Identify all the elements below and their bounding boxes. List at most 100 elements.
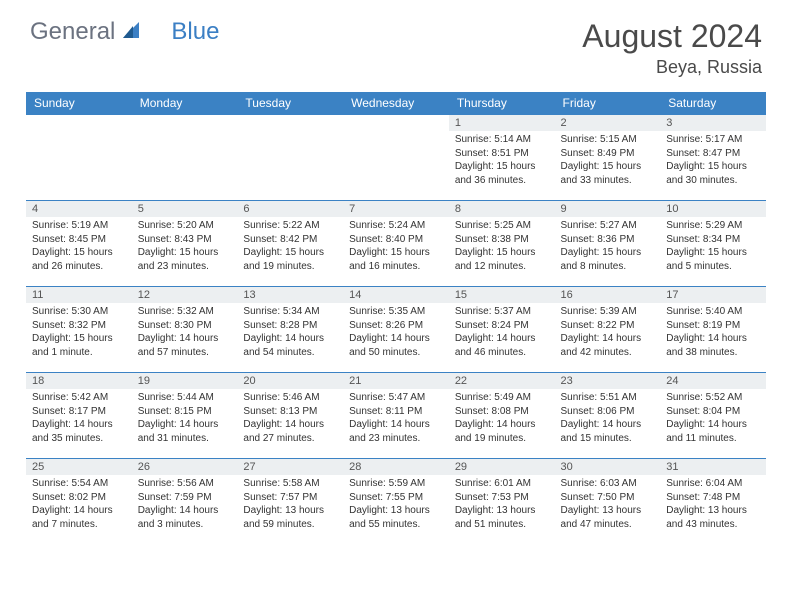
sunset-text: Sunset: 8:49 PM (561, 147, 655, 161)
day-number: 22 (449, 373, 555, 389)
day-number: 9 (555, 201, 661, 217)
sunrise-text: Sunrise: 5:19 AM (32, 219, 126, 233)
daylight-text: Daylight: 14 hours and 31 minutes. (138, 418, 232, 445)
calendar-cell: 18Sunrise: 5:42 AMSunset: 8:17 PMDayligh… (26, 373, 132, 459)
daylight-text: Daylight: 15 hours and 16 minutes. (349, 246, 443, 273)
day-number: 5 (132, 201, 238, 217)
day-data: Sunrise: 5:40 AMSunset: 8:19 PMDaylight:… (660, 303, 766, 363)
sunrise-text: Sunrise: 5:15 AM (561, 133, 655, 147)
calendar-cell: 28Sunrise: 5:59 AMSunset: 7:55 PMDayligh… (343, 459, 449, 545)
day-number: 14 (343, 287, 449, 303)
day-header: Monday (132, 92, 238, 115)
day-number: 19 (132, 373, 238, 389)
day-header: Wednesday (343, 92, 449, 115)
sunset-text: Sunset: 7:59 PM (138, 491, 232, 505)
sunrise-text: Sunrise: 5:46 AM (243, 391, 337, 405)
calendar-cell: .. (26, 115, 132, 201)
day-number: 8 (449, 201, 555, 217)
calendar-cell: 30Sunrise: 6:03 AMSunset: 7:50 PMDayligh… (555, 459, 661, 545)
daylight-text: Daylight: 15 hours and 8 minutes. (561, 246, 655, 273)
logo-text-general: General (30, 18, 115, 46)
day-data: Sunrise: 5:35 AMSunset: 8:26 PMDaylight:… (343, 303, 449, 363)
daylight-text: Daylight: 14 hours and 3 minutes. (138, 504, 232, 531)
sunset-text: Sunset: 8:15 PM (138, 405, 232, 419)
calendar-cell: 1Sunrise: 5:14 AMSunset: 8:51 PMDaylight… (449, 115, 555, 201)
sunrise-text: Sunrise: 5:27 AM (561, 219, 655, 233)
calendar-cell: 19 Sunrise: 5:44 AMSunset: 8:15 PMDayligh… (132, 373, 238, 459)
logo-text-blue: Blue (171, 18, 219, 46)
logo-sail-icon (121, 20, 141, 45)
day-data: Sunrise: 5:54 AMSunset: 8:02 PMDaylight:… (26, 475, 132, 535)
calendar-cell: 7Sunrise: 5:24 AMSunset: 8:40 PMDaylight… (343, 201, 449, 287)
page-header: General Blue August 2024 Beya, Russia (0, 0, 792, 86)
calendar-row: 11Sunrise: 5:30 AMSunset: 8:32 PMDayligh… (26, 287, 766, 373)
calendar-cell: 4Sunrise: 5:19 AMSunset: 8:45 PMDaylight… (26, 201, 132, 287)
sunset-text: Sunset: 8:08 PM (455, 405, 549, 419)
day-data: Sunrise: 6:01 AMSunset: 7:53 PMDaylight:… (449, 475, 555, 535)
sunrise-text: Sunrise: 5:39 AM (561, 305, 655, 319)
daylight-text: Daylight: 15 hours and 36 minutes. (455, 160, 549, 187)
day-data: Sunrise: 5:15 AMSunset: 8:49 PMDaylight:… (555, 131, 661, 191)
day-header: Tuesday (237, 92, 343, 115)
sunrise-text: Sunrise: 5:44 AM (138, 391, 232, 405)
calendar-cell: 17Sunrise: 5:40 AMSunset: 8:19 PMDayligh… (660, 287, 766, 373)
sunset-text: Sunset: 7:48 PM (666, 491, 760, 505)
day-data: Sunrise: 5:46 AMSunset: 8:13 PMDaylight:… (237, 389, 343, 449)
day-number: 10 (660, 201, 766, 217)
sunset-text: Sunset: 8:38 PM (455, 233, 549, 247)
sunset-text: Sunset: 8:47 PM (666, 147, 760, 161)
day-data: Sunrise: 5:49 AMSunset: 8:08 PMDaylight:… (449, 389, 555, 449)
daylight-text: Daylight: 13 hours and 47 minutes. (561, 504, 655, 531)
sunrise-text: Sunrise: 5:34 AM (243, 305, 337, 319)
logo: General Blue (30, 18, 219, 46)
sunrise-text: Sunrise: 5:24 AM (349, 219, 443, 233)
day-data: Sunrise: 5:22 AMSunset: 8:42 PMDaylight:… (237, 217, 343, 277)
day-number: 17 (660, 287, 766, 303)
sunset-text: Sunset: 7:50 PM (561, 491, 655, 505)
sunset-text: Sunset: 8:51 PM (455, 147, 549, 161)
day-number: 30 (555, 459, 661, 475)
sunset-text: Sunset: 7:53 PM (455, 491, 549, 505)
daylight-text: Daylight: 14 hours and 54 minutes. (243, 332, 337, 359)
day-data: Sunrise: 5:30 AMSunset: 8:32 PMDaylight:… (26, 303, 132, 363)
day-data: Sunrise: 5:32 AMSunset: 8:30 PMDaylight:… (132, 303, 238, 363)
sunset-text: Sunset: 8:06 PM (561, 405, 655, 419)
calendar-cell: 25Sunrise: 5:54 AMSunset: 8:02 PMDayligh… (26, 459, 132, 545)
daylight-text: Daylight: 13 hours and 51 minutes. (455, 504, 549, 531)
sunrise-text: Sunrise: 6:01 AM (455, 477, 549, 491)
daylight-text: Daylight: 13 hours and 59 minutes. (243, 504, 337, 531)
sunrise-text: Sunrise: 5:14 AM (455, 133, 549, 147)
day-data: Sunrise: 5:51 AMSunset: 8:06 PMDaylight:… (555, 389, 661, 449)
daylight-text: Daylight: 14 hours and 38 minutes. (666, 332, 760, 359)
day-data: Sunrise: 5:47 AMSunset: 8:11 PMDaylight:… (343, 389, 449, 449)
calendar-cell: 21Sunrise: 5:47 AMSunset: 8:11 PMDayligh… (343, 373, 449, 459)
daylight-text: Daylight: 14 hours and 35 minutes. (32, 418, 126, 445)
day-data: Sunrise: 5:39 AMSunset: 8:22 PMDaylight:… (555, 303, 661, 363)
day-number: 3 (660, 115, 766, 131)
calendar-cell: 14Sunrise: 5:35 AMSunset: 8:26 PMDayligh… (343, 287, 449, 373)
calendar-cell: 24Sunrise: 5:52 AMSunset: 8:04 PMDayligh… (660, 373, 766, 459)
sunset-text: Sunset: 7:55 PM (349, 491, 443, 505)
day-data: Sunrise: 5:25 AMSunset: 8:38 PMDaylight:… (449, 217, 555, 277)
calendar-cell: .. (237, 115, 343, 201)
daylight-text: Daylight: 15 hours and 1 minute. (32, 332, 126, 359)
sunrise-text: Sunrise: 5:49 AM (455, 391, 549, 405)
sunrise-text: Sunrise: 5:30 AM (32, 305, 126, 319)
calendar-row: 25Sunrise: 5:54 AMSunset: 8:02 PMDayligh… (26, 459, 766, 545)
day-number: 13 (237, 287, 343, 303)
location-label: Beya, Russia (582, 57, 762, 78)
calendar-cell: 6Sunrise: 5:22 AMSunset: 8:42 PMDaylight… (237, 201, 343, 287)
calendar-cell: 22Sunrise: 5:49 AMSunset: 8:08 PMDayligh… (449, 373, 555, 459)
sunset-text: Sunset: 8:24 PM (455, 319, 549, 333)
sunset-text: Sunset: 8:02 PM (32, 491, 126, 505)
calendar-cell: .. (132, 115, 238, 201)
sunrise-text: Sunrise: 5:37 AM (455, 305, 549, 319)
sunrise-text: Sunrise: 5:22 AM (243, 219, 337, 233)
calendar-cell: 29Sunrise: 6:01 AMSunset: 7:53 PMDayligh… (449, 459, 555, 545)
day-data: Sunrise: 6:03 AMSunset: 7:50 PMDaylight:… (555, 475, 661, 535)
sunset-text: Sunset: 8:11 PM (349, 405, 443, 419)
daylight-text: Daylight: 15 hours and 30 minutes. (666, 160, 760, 187)
day-number: 20 (237, 373, 343, 389)
day-header: Friday (555, 92, 661, 115)
sunset-text: Sunset: 8:19 PM (666, 319, 760, 333)
